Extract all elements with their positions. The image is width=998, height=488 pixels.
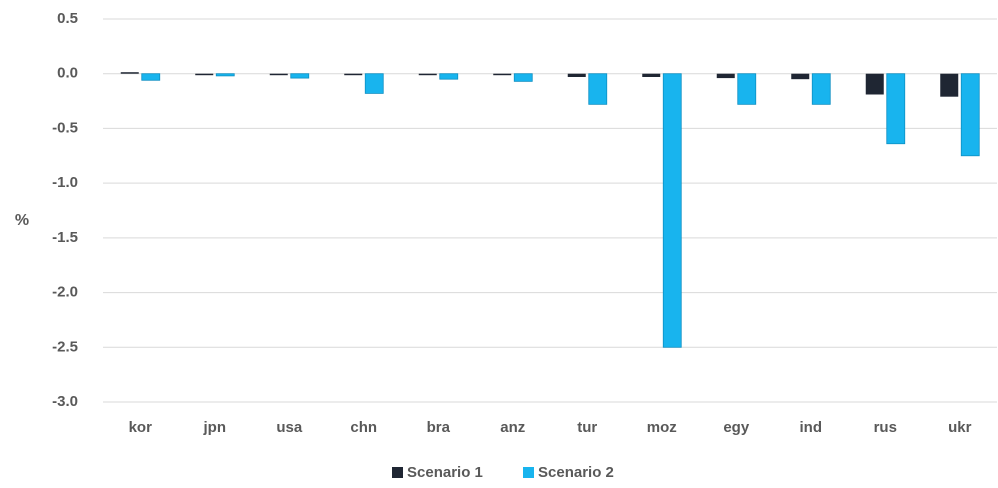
x-category-label: egy — [723, 419, 750, 436]
bar-scenario-1-ukr — [940, 73, 959, 97]
y-tick-label: -3.0 — [52, 393, 78, 410]
bar-scenario-2-kor — [141, 73, 161, 81]
legend-swatch — [392, 467, 403, 478]
x-category-label: anz — [500, 419, 525, 436]
bar-scenario-1-jpn — [195, 73, 214, 76]
bar-scenario-2-tur — [588, 73, 608, 105]
legend-label: Scenario 1 — [407, 464, 483, 481]
y-tick-label: -1.5 — [52, 229, 78, 246]
legend: Scenario 1 Scenario 2 — [392, 464, 614, 481]
bar-scenario-2-rus — [886, 73, 906, 145]
x-category-label: jpn — [203, 419, 227, 436]
bar-scenario-2-usa — [290, 73, 310, 79]
bar-scenario-1-tur — [567, 73, 586, 77]
bar-scenario-1-bra — [418, 73, 437, 76]
bar-scenario-2-moz — [662, 73, 682, 348]
y-tick-label: 0.0 — [57, 65, 78, 82]
x-category-label: ind — [800, 419, 823, 436]
gridlines — [103, 18, 997, 403]
x-category-label: moz — [647, 419, 677, 436]
y-tick-label: 0.5 — [57, 10, 78, 27]
x-category-label: kor — [129, 419, 153, 436]
y-tick-label: -2.0 — [52, 284, 78, 301]
x-category-label: ukr — [948, 419, 972, 436]
bar-scenario-2-ind — [811, 73, 831, 105]
x-category-label: usa — [276, 419, 303, 436]
bar-scenario-2-ukr — [960, 73, 980, 157]
x-category-label: chn — [350, 419, 377, 436]
bar-scenario-2-anz — [513, 73, 533, 82]
bar-scenario-2-jpn — [215, 73, 235, 77]
bar-scenario-1-chn — [344, 73, 363, 76]
bar-scenario-1-moz — [642, 73, 661, 77]
y-tick-label: -1.0 — [52, 174, 78, 191]
x-category-label: tur — [577, 419, 597, 436]
bar-scenario-1-anz — [493, 73, 512, 76]
bar-scenario-2-egy — [737, 73, 757, 105]
bars — [120, 72, 980, 348]
y-tick-label: -0.5 — [52, 119, 78, 136]
legend-swatch — [523, 467, 534, 478]
bar-scenario-1-ind — [791, 73, 810, 80]
bar-scenario-1-kor — [120, 72, 139, 74]
y-axis-tick-labels: 0.5 0.0 -0.5 -1.0 -1.5 -2.0 -2.5 -3.0 — [52, 10, 78, 410]
x-category-label: bra — [427, 419, 451, 436]
bar-scenario-2-bra — [439, 73, 459, 80]
bar-scenario-1-egy — [716, 73, 735, 79]
bar-scenario-2-chn — [364, 73, 384, 94]
bar-scenario-1-rus — [865, 73, 884, 95]
x-category-label: rus — [874, 419, 897, 436]
x-axis-category-labels: kor jpn usa chn bra anz tur moz egy ind rus ukr — [129, 419, 972, 436]
bar-scenario-1-usa — [269, 73, 288, 76]
y-axis-title: % — [15, 212, 29, 229]
legend-label: Scenario 2 — [538, 464, 614, 481]
y-tick-label: -2.5 — [52, 338, 78, 355]
